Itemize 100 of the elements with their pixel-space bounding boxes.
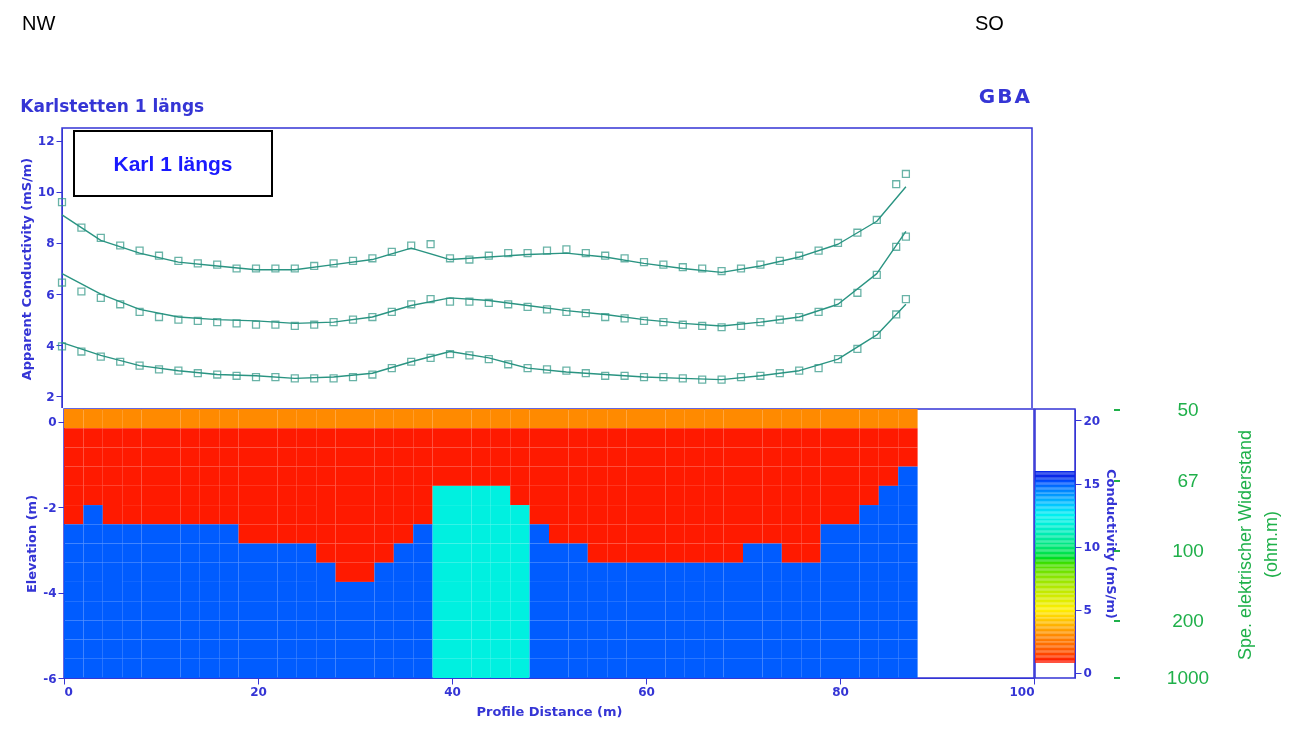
point [601,371,610,380]
point [756,260,765,269]
text: GBA [978,84,1032,108]
point [659,372,668,382]
point [174,315,183,324]
point [581,369,590,378]
point [698,264,707,273]
text: 50 [1176,398,1200,422]
point [484,251,493,260]
color-bar-label: 5 [1083,603,1092,618]
point [290,374,299,383]
point [736,264,746,273]
point [814,307,823,317]
y-tick-label: 4 [46,338,55,353]
point [814,364,823,373]
point [193,369,202,378]
point [387,364,396,373]
x-tick-label: 40 [444,684,461,699]
point [135,307,144,317]
point [96,352,105,361]
point [901,295,911,304]
point [717,323,726,332]
point [135,361,144,370]
color-bar-title: Conductivity (mS/m) [1104,469,1120,619]
point [620,314,629,323]
point [523,364,532,373]
point [833,238,843,248]
y-tick-label: 8 [46,236,55,251]
point [892,242,901,251]
point [116,300,125,309]
point [833,298,843,308]
point [348,315,358,324]
point [290,264,299,273]
point [290,321,299,331]
point [678,320,687,329]
point [445,254,455,263]
point [232,264,241,273]
color-bar-label: 20 [1083,413,1101,428]
point [213,370,222,379]
point [639,372,649,382]
point [271,372,280,382]
point [329,259,338,268]
color-bar-label: 15 [1083,477,1101,492]
point [504,360,513,369]
color-bar-label: 0 [1083,666,1092,681]
text: 100 [1171,539,1205,563]
point [775,315,784,324]
point [892,180,901,189]
point [542,365,552,374]
point [892,310,901,319]
label-box: Karl 1 längs [73,130,273,197]
point [154,251,164,260]
point [659,260,668,269]
point [581,309,590,318]
point [174,256,183,265]
point [310,320,319,329]
point [57,278,67,287]
point [504,249,513,258]
point [135,246,144,255]
point [523,302,532,311]
y-tick-label: 10 [37,185,55,200]
point [271,264,280,273]
point [368,254,377,263]
point [387,307,396,317]
point [57,342,67,351]
point [814,246,823,255]
point [639,258,649,267]
point [348,256,358,265]
y2-axis-title: Spe. elektrischer Widerstand (ohm.m) [1234,428,1282,663]
point [872,330,881,340]
x-axis-title: Profile Distance (m) [476,703,623,719]
y-tick-label: 0 [48,415,57,430]
point [232,371,241,380]
point [504,300,513,309]
point [872,215,881,225]
point [901,232,911,241]
point [717,266,726,276]
point [698,375,707,384]
point [232,319,241,328]
x-tick-label: 60 [638,684,655,699]
point [251,320,261,329]
point [174,366,183,375]
point [445,297,455,306]
point [484,355,493,364]
chart-title: Karlstetten 1 längs [20,96,205,116]
point [698,321,707,331]
point [901,169,911,179]
point [193,316,202,325]
point [251,264,261,273]
point [77,287,86,296]
point [426,353,435,363]
y-tick-label: -2 [43,500,57,515]
point [77,223,86,232]
text: SO [975,12,1004,35]
point [484,298,493,308]
y-axis-title: Apparent Conductivity (mS/m) [18,157,34,381]
point [465,351,474,360]
point [96,233,105,242]
point [310,374,319,383]
point [795,366,804,375]
